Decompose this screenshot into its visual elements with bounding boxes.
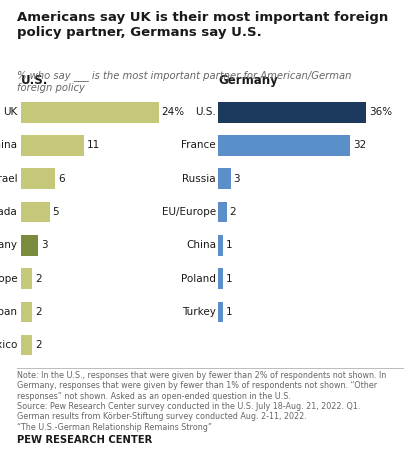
Bar	[21, 268, 32, 289]
Text: Mexico: Mexico	[0, 340, 18, 350]
Bar	[218, 235, 223, 256]
Text: 2: 2	[229, 207, 236, 217]
Text: 5: 5	[52, 207, 59, 217]
Bar	[218, 268, 223, 289]
Text: 3: 3	[41, 240, 48, 250]
Bar	[218, 302, 223, 322]
Text: 1: 1	[226, 307, 232, 317]
Text: Germany: Germany	[0, 240, 18, 250]
Bar	[21, 135, 84, 156]
Text: Turkey: Turkey	[182, 307, 216, 317]
Text: Israel: Israel	[0, 174, 18, 184]
Bar	[21, 202, 50, 222]
Text: China: China	[186, 240, 216, 250]
Bar	[21, 335, 32, 355]
Text: UK: UK	[3, 107, 18, 117]
Text: Poland: Poland	[181, 273, 216, 283]
Text: Note: In the U.S., responses that were given by fewer than 2% of respondents not: Note: In the U.S., responses that were g…	[17, 371, 386, 432]
Text: EU/Europe: EU/Europe	[162, 207, 216, 217]
Text: 32: 32	[353, 141, 366, 151]
Bar	[21, 168, 55, 189]
Text: Japan: Japan	[0, 307, 18, 317]
Text: % who say ___ is the most important partner for American/German
foreign policy: % who say ___ is the most important part…	[17, 71, 351, 93]
Text: 2: 2	[35, 340, 42, 350]
Bar	[218, 168, 231, 189]
Text: 36%: 36%	[369, 107, 392, 117]
Text: Germany: Germany	[218, 74, 278, 87]
Text: 11: 11	[87, 141, 100, 151]
Text: Europe: Europe	[0, 273, 18, 283]
Bar	[218, 135, 350, 156]
Text: 2: 2	[35, 307, 42, 317]
Bar	[21, 235, 38, 256]
Text: France: France	[181, 141, 216, 151]
Text: 3: 3	[234, 174, 240, 184]
Bar	[21, 302, 32, 322]
Bar	[21, 102, 159, 122]
Text: U.S.: U.S.	[21, 74, 48, 87]
Text: 2: 2	[35, 273, 42, 283]
Text: Americans say UK is their most important foreign
policy partner, Germans say U.S: Americans say UK is their most important…	[17, 11, 388, 40]
Bar	[218, 202, 227, 222]
Text: 1: 1	[226, 273, 232, 283]
Text: Russia: Russia	[182, 174, 216, 184]
Text: China: China	[0, 141, 18, 151]
Text: PEW RESEARCH CENTER: PEW RESEARCH CENTER	[17, 435, 152, 445]
Text: Canada: Canada	[0, 207, 18, 217]
Text: 1: 1	[226, 240, 232, 250]
Bar	[218, 102, 366, 122]
Text: 24%: 24%	[162, 107, 185, 117]
Text: U.S.: U.S.	[195, 107, 216, 117]
Text: 6: 6	[58, 174, 65, 184]
